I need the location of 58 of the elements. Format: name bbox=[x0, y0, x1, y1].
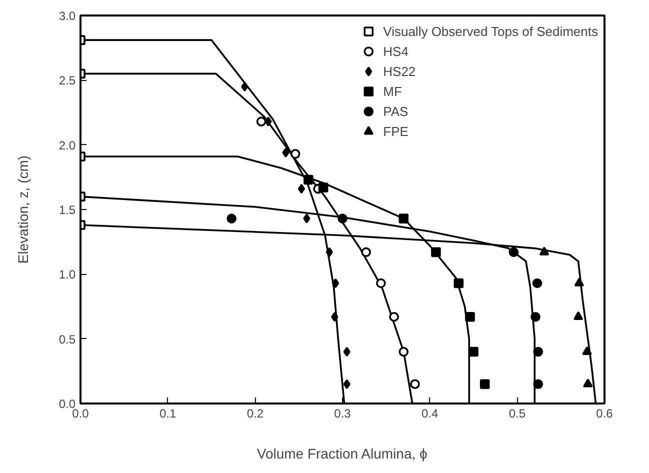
legend-label: HS22 bbox=[383, 64, 416, 78]
y-tick-label: 3.0 bbox=[58, 9, 76, 23]
point bbox=[326, 247, 333, 258]
point bbox=[539, 246, 550, 256]
point bbox=[582, 346, 592, 355]
y-tick-label: 0.5 bbox=[58, 332, 76, 346]
point bbox=[264, 116, 272, 126]
point bbox=[290, 148, 300, 159]
point bbox=[343, 379, 350, 389]
x-tick-label: 0.6 bbox=[596, 406, 614, 420]
point bbox=[465, 312, 475, 322]
point bbox=[318, 182, 328, 192]
legend-label: PAS bbox=[383, 104, 408, 118]
x-axis-title: Volume Fraction Alumina, ϕ bbox=[256, 446, 428, 462]
y-tick-label: 2.5 bbox=[58, 74, 76, 88]
point bbox=[398, 214, 409, 224]
point bbox=[532, 278, 542, 288]
legend-label: FPE bbox=[383, 124, 408, 138]
point bbox=[454, 278, 464, 288]
point bbox=[303, 214, 310, 224]
point bbox=[361, 247, 371, 258]
point bbox=[431, 247, 441, 258]
legend-label: Visually Observed Tops of Sediments bbox=[383, 24, 598, 38]
x-tick-label: 0.4 bbox=[421, 406, 438, 420]
y-tick-label: 1.5 bbox=[58, 203, 76, 217]
point bbox=[256, 116, 266, 126]
point bbox=[398, 346, 409, 357]
point bbox=[304, 174, 314, 185]
point bbox=[226, 214, 236, 224]
point bbox=[376, 278, 386, 288]
x-tick-label: 0.1 bbox=[159, 406, 176, 420]
y-axis-title: Elevation, z, (cm) bbox=[14, 155, 31, 264]
legend-label: MF bbox=[383, 84, 403, 98]
point bbox=[574, 278, 584, 286]
point bbox=[573, 311, 584, 320]
point bbox=[480, 379, 490, 389]
point bbox=[583, 378, 593, 388]
point bbox=[508, 247, 519, 258]
x-tick-label: 0.5 bbox=[508, 406, 526, 420]
point bbox=[241, 82, 248, 92]
y-tick-label: 2.0 bbox=[58, 138, 76, 152]
point bbox=[533, 346, 544, 357]
y-tick-label: 1.0 bbox=[58, 268, 76, 282]
point bbox=[530, 312, 540, 322]
point bbox=[331, 312, 338, 322]
point bbox=[410, 379, 420, 389]
point bbox=[298, 184, 306, 194]
point bbox=[468, 346, 478, 357]
point bbox=[533, 379, 544, 389]
point bbox=[338, 214, 348, 224]
x-tick-label: 0.2 bbox=[246, 406, 264, 420]
point bbox=[332, 278, 340, 288]
legend-label: HS4 bbox=[383, 44, 408, 58]
x-tick-label: 0.0 bbox=[72, 406, 90, 420]
point bbox=[282, 148, 290, 158]
point bbox=[389, 312, 399, 322]
point bbox=[343, 346, 350, 357]
x-tick-label: 0.3 bbox=[334, 406, 352, 420]
